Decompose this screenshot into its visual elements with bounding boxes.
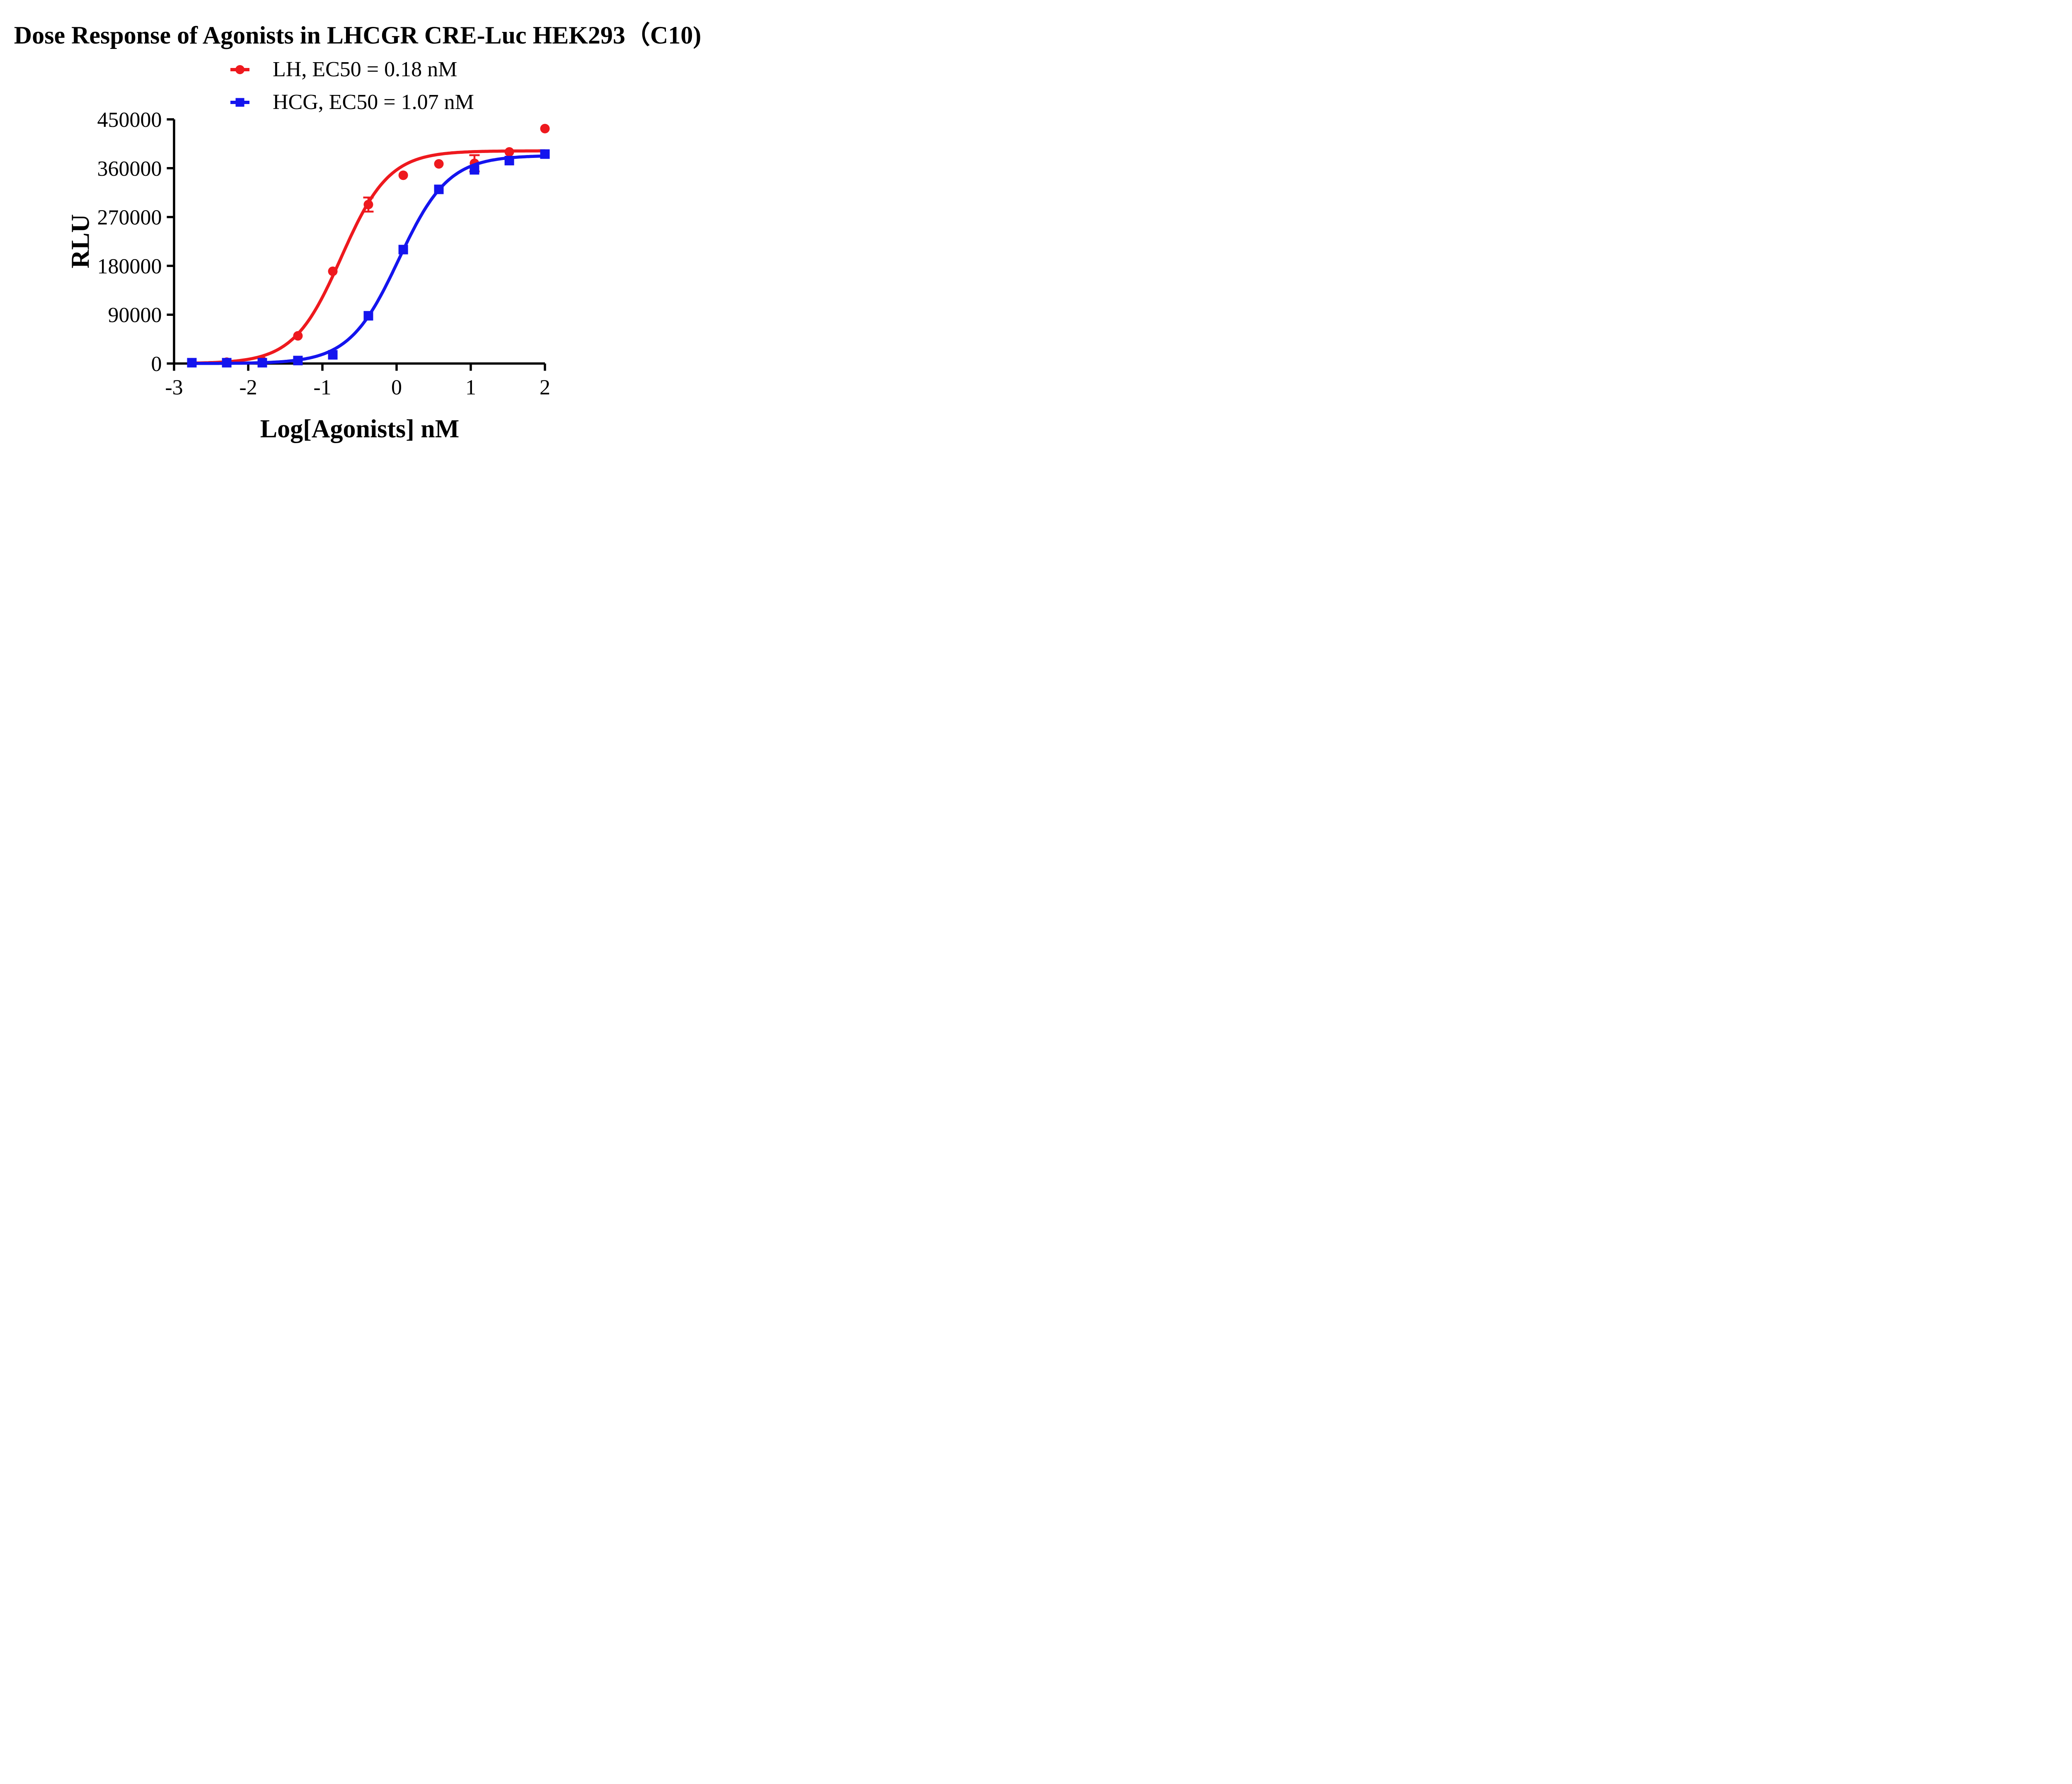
- x-axis-title: Log[Agonists] nM: [260, 415, 460, 443]
- y-tick-label: 180000: [97, 255, 162, 278]
- y-tick-label: 0: [151, 352, 162, 376]
- hcg-data-point: [222, 358, 232, 368]
- lh-data-point: [398, 170, 408, 180]
- lh-data-point: [540, 124, 550, 133]
- x-tick-label: -1: [313, 376, 331, 400]
- legend-item-lh: LH, EC50 = 0.18 nM: [230, 53, 474, 86]
- x-tick-label: 0: [391, 376, 402, 400]
- figure: Dose Response of Agonists in LHCGR CRE-L…: [0, 0, 715, 446]
- hcg-data-point: [470, 165, 479, 175]
- lh-data-point: [504, 147, 514, 157]
- legend-label-lh: LH, EC50 = 0.18 nM: [273, 58, 457, 81]
- x-tick-label: 1: [465, 376, 476, 400]
- hcg-data-point: [540, 149, 550, 159]
- hcg-square-marker-icon: [230, 97, 249, 108]
- chart-title: Dose Response of Agonists in LHCGR CRE-L…: [14, 22, 702, 49]
- legend: LH, EC50 = 0.18 nM HCG, EC50 = 1.07 nM: [230, 53, 474, 119]
- hcg-data-point: [328, 350, 338, 360]
- hcg-data-point: [398, 245, 408, 255]
- lh-data-point: [434, 159, 444, 169]
- hcg-data-point: [293, 356, 303, 366]
- y-tick-label: 360000: [97, 157, 162, 181]
- hcg-data-point: [434, 184, 444, 194]
- hcg-fit-curve: [190, 154, 547, 365]
- hcg-data-point: [504, 155, 514, 165]
- lh-data-point: [363, 199, 373, 209]
- y-tick-label: 90000: [108, 303, 162, 327]
- legend-label-hcg: HCG, EC50 = 1.07 nM: [273, 90, 474, 114]
- x-tick-label: -3: [165, 376, 183, 400]
- lh-circle-marker-icon: [230, 64, 249, 75]
- hcg-data-point: [187, 358, 197, 368]
- plot-area: 0 90000 180000 270000 360000 450000 -3 -2 -1 0 1 2: [97, 108, 551, 400]
- y-tick-label: 270000: [97, 206, 162, 230]
- hcg-data-point: [257, 358, 267, 368]
- x-tick-label: -2: [239, 376, 257, 400]
- lh-data-point: [293, 331, 303, 341]
- legend-item-hcg: HCG, EC50 = 1.07 nM: [230, 86, 474, 119]
- hcg-data-point: [363, 311, 373, 321]
- x-tick-label: 2: [540, 376, 550, 400]
- lh-dot-icon: [235, 65, 244, 74]
- hcg-square-icon: [235, 98, 244, 107]
- lh-fit-curve: [190, 149, 547, 365]
- lh-data-point: [328, 266, 338, 276]
- y-tick-label: 450000: [97, 108, 162, 132]
